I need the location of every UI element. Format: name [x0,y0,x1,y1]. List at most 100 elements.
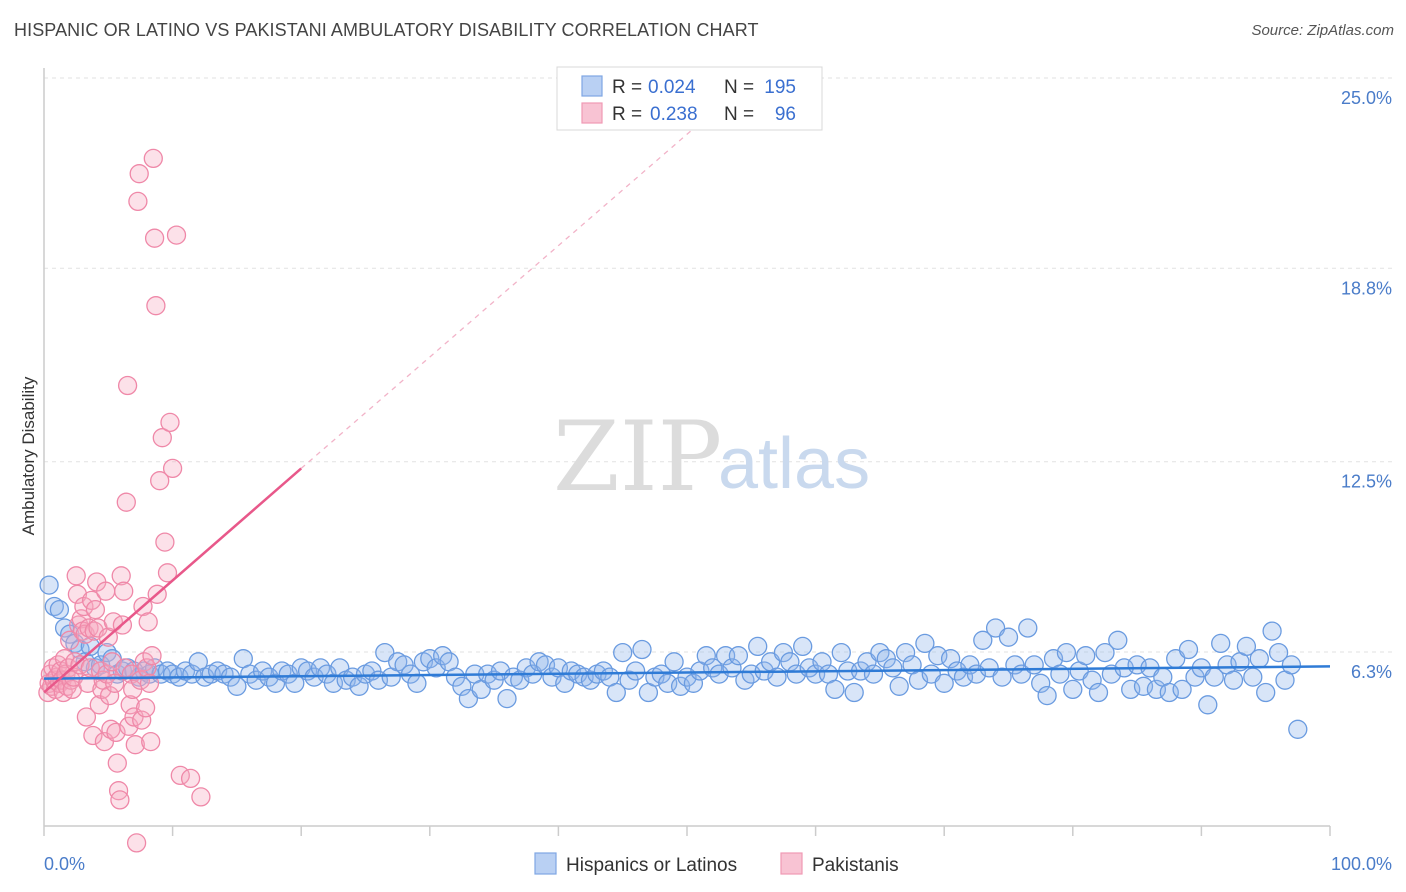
hispanics-series [39,575,1308,739]
hispanics-point [39,575,59,595]
hispanics-point [1076,646,1096,666]
pakistanis-point [144,228,165,248]
x-tick-label-max: 100.0% [1331,854,1392,874]
chart-title: HISPANIC OR LATINO VS PAKISTANI AMBULATO… [14,20,759,40]
pakistanis-point [66,566,86,586]
hispanics-point [625,661,646,681]
y-tick-label: 12.5% [1341,472,1392,492]
pakistanis-point [128,191,148,212]
pakistanis-point [74,596,94,617]
hispanics-point [1018,618,1038,638]
hispanics-point [44,596,64,617]
pakistanis-point [138,612,158,632]
pakistanis-point [116,492,136,512]
legend-swatch-hispanics [581,75,603,97]
legend-swatch-pakistanis [581,102,603,124]
legend-n-label-1: N = [724,104,754,125]
pakistanis-point [129,164,149,184]
y-tick-label: 25.0% [1341,88,1392,108]
series-legend: Hispanics or Latinos Pakistanis [534,852,899,876]
legend-n-label-0: N = [724,77,754,98]
bottom-legend-swatch-pakistanis [780,852,803,875]
legend-n-value-1: 96 [775,104,796,125]
legend-r-label-1: R = [612,104,642,125]
hispanics-point [49,599,70,620]
hispanics-point [1108,630,1128,650]
pakistanis-point [76,707,97,727]
pakistanis-point [157,563,178,583]
hispanics-point [1082,670,1102,690]
hispanics-point [1172,679,1192,700]
y-axis-title: Ambulatory Disability [19,376,38,535]
pakistanis-trend-line [43,467,303,694]
hispanics-point [1236,636,1257,657]
hispanics-point [1056,642,1077,663]
pakistanis-point [135,698,156,718]
legend-r-value-0: 0.024 [648,77,696,98]
bottom-legend-label-pakistanis: Pakistanis [812,855,899,876]
hispanics-point [1223,670,1244,690]
pakistanis-point [162,458,183,479]
hispanics-point [793,636,813,657]
y-tick-label: 18.8% [1341,278,1392,298]
bottom-legend-label-hispanics: Hispanics or Latinos [566,855,737,876]
hispanics-point [696,646,716,666]
pakistanis-point [83,725,103,746]
hispanics-point [728,646,749,666]
x-tick-label-min: 0.0% [44,854,85,874]
bottom-legend-swatch-hispanics [534,852,557,875]
y-tick-label: 6.3% [1351,662,1392,682]
hispanics-point [1243,667,1263,687]
pakistanis-point [111,566,131,586]
pakistanis-point [110,790,130,810]
hispanics-point [1211,633,1231,654]
hispanics-point [606,682,626,703]
x-tick-marks [43,826,1331,836]
y-tick-labels: 6.3% 12.5% 18.8% 25.0% [1341,88,1392,682]
hispanics-point [1256,682,1276,703]
hispanics-point [613,642,633,663]
hispanics-point [1268,642,1289,663]
watermark-atlas: atlas [718,424,870,504]
hispanics-point [889,676,909,696]
trend-lines [43,78,1331,694]
pakistanis-point [141,731,161,752]
pakistanis-point [85,599,106,620]
pakistanis-point [126,833,147,853]
hispanics-point [825,679,845,700]
gridlines [44,77,1392,653]
hispanics-point [998,627,1019,647]
watermark-zip: ZIP [553,401,722,513]
pakistanis-point [107,753,127,773]
hispanics-point [1095,642,1115,663]
hispanics-point [844,682,864,703]
pakistanis-point [120,695,140,715]
pakistanis-point [117,375,138,396]
pakistanis-point [146,296,166,316]
hispanics-point [992,667,1012,687]
pakistanis-point [67,584,88,604]
hispanics-point [883,658,903,678]
hispanics-point [97,642,117,663]
hispanics-point [748,636,768,657]
hispanics-point [831,642,851,663]
hispanics-point [1178,639,1199,660]
hispanics-point [349,676,369,696]
hispanics-point [940,649,961,669]
pakistanis-point [132,710,152,730]
pakistanis-point [155,532,175,552]
hispanics-point [895,642,916,663]
hispanics-point [1063,679,1083,700]
pakistanis-point [160,412,180,433]
hispanics-point [452,676,472,696]
hispanics-point [683,673,704,693]
hispanics-point [1031,673,1051,693]
hispanics-point [863,664,884,684]
source-label: Source: ZipAtlas.com [1251,22,1394,39]
pakistanis-point [191,787,211,807]
hispanics-point [497,688,517,709]
hispanics-point [934,673,954,693]
pakistanis-point [166,225,187,245]
hispanics-point [1024,655,1044,675]
